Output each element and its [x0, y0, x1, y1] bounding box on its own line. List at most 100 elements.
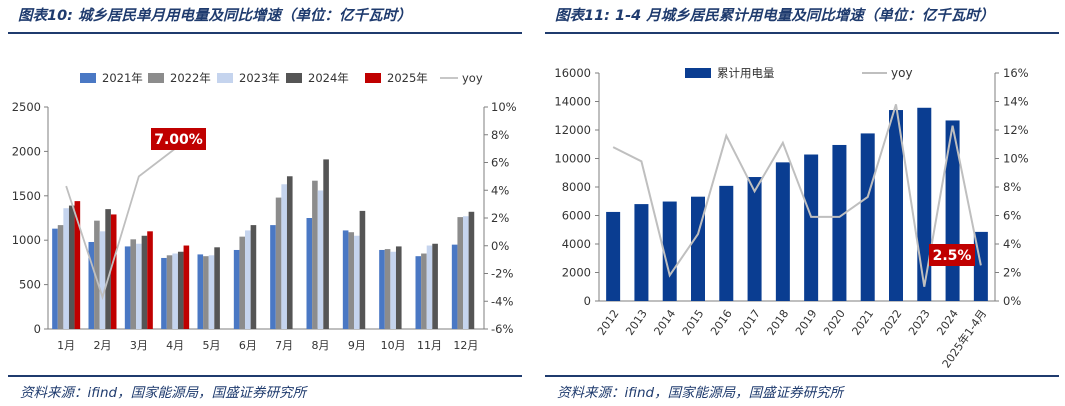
source-rule: [8, 375, 522, 377]
annotation-box: [929, 244, 975, 266]
legend-label: yoy: [891, 66, 913, 80]
source-note: 资料来源：ifind，国家能源局，国盛证券研究所: [557, 385, 844, 401]
legend-label: 2021年: [102, 71, 143, 85]
y2-tick-label: 10%: [1003, 152, 1029, 166]
bar: [52, 228, 58, 329]
bar: [306, 218, 313, 329]
y2-tick-label: 6%: [1003, 209, 1021, 223]
bar: [662, 201, 677, 301]
y2-tick-label: 0%: [1003, 294, 1021, 308]
bar: [130, 239, 137, 329]
bar: [451, 244, 458, 329]
title-rule: [545, 32, 1059, 34]
bar: [281, 184, 287, 329]
annotation-label: 7.00%: [154, 132, 203, 148]
x-tick-label: 5月: [203, 339, 221, 352]
chart-title: 图表11: 1-4 月城乡居民累计用电量及同比增速（单位：亿千瓦时）: [555, 8, 995, 24]
annotation-label: 2.5%: [933, 248, 972, 264]
bar: [415, 256, 422, 329]
bar: [110, 214, 117, 329]
bar: [354, 235, 360, 329]
x-tick-label: 10月: [381, 339, 406, 352]
title-rule: [8, 32, 522, 34]
bar: [606, 211, 621, 301]
annotation-box: [151, 128, 206, 150]
bar: [68, 205, 75, 329]
y2-tick-label: 4%: [1003, 237, 1021, 251]
bar: [342, 230, 349, 329]
y2-tick-label: -4%: [491, 294, 513, 308]
bar: [183, 245, 190, 329]
y-tick-label: 8000: [562, 180, 591, 194]
bar: [917, 107, 932, 302]
y-tick-label: 1000: [12, 233, 41, 247]
x-tick-label: 2021: [849, 307, 876, 337]
bar: [323, 159, 329, 329]
legend-label: 2025年: [387, 71, 428, 85]
y2-tick-label: 8%: [1003, 180, 1021, 194]
bar: [177, 251, 184, 329]
bar: [63, 208, 69, 329]
bar: [88, 241, 95, 329]
legend-label: 2024年: [308, 71, 349, 85]
x-tick-label: 2014: [651, 307, 678, 337]
bar: [124, 246, 131, 329]
x-tick-label: 1月: [57, 339, 75, 352]
x-tick-label: 2012: [595, 307, 622, 337]
legend-swatch: [148, 73, 164, 83]
bar: [197, 254, 204, 329]
cumulative-consumption-chart: 0 2000 4000 6000 8000 10000 12000 14000 16000 0% 2…: [554, 66, 1029, 370]
x-tick-label: 2019: [793, 307, 820, 337]
bar: [208, 255, 215, 329]
legend-swatch: [80, 73, 96, 83]
yoy-line: [65, 147, 176, 301]
bar: [860, 133, 875, 301]
bar: [250, 225, 257, 329]
yoy-line: [612, 104, 982, 287]
bar: [74, 201, 81, 329]
x-tick-label: 2013: [623, 307, 650, 337]
bar: [359, 210, 366, 329]
y-tick-label: 14000: [554, 95, 591, 109]
bar: [105, 209, 111, 329]
bar: [426, 245, 433, 329]
bar: [457, 217, 464, 329]
y2-tick-label: 14%: [1003, 95, 1029, 109]
bar: [312, 180, 318, 329]
legend-label: 2022年: [170, 71, 211, 85]
x-tick-label: 2017: [736, 307, 763, 337]
chart-title: 图表10: 城乡居民单月用电量及同比增速（单位：亿千瓦时）: [18, 8, 412, 24]
bar: [832, 144, 847, 301]
bar: [421, 253, 427, 329]
bar: [57, 225, 64, 329]
bar: [270, 225, 276, 329]
x-tick-label: 2024: [934, 307, 961, 337]
bar: [747, 177, 762, 301]
bar: [275, 197, 282, 329]
source-rule: [545, 375, 1059, 377]
bar: [286, 176, 293, 329]
legend-swatch: [217, 73, 233, 83]
bar: [245, 230, 251, 329]
x-tick-label: 2018: [765, 307, 792, 337]
x-tick-label: 8月: [312, 339, 330, 352]
y2-tick-label: 0%: [491, 239, 509, 253]
y-tick-label: 2000: [562, 266, 591, 280]
bar: [691, 196, 705, 301]
monthly-consumption-chart: 0 500 1000 1500 2000 2500 -6% -4% -2% 0% 2% 4% 6% 8% 1…: [12, 71, 517, 352]
x-tick-label: 7月: [275, 339, 293, 352]
x-tick-label: 2022: [878, 307, 905, 337]
y2-tick-label: 6%: [491, 156, 509, 170]
x-tick-label: 6月: [239, 339, 257, 352]
bar: [141, 235, 148, 329]
legend-label: 2023年: [239, 71, 280, 85]
bar: [384, 249, 391, 329]
y2-tick-label: 4%: [491, 183, 509, 197]
y-tick-label: 12000: [554, 123, 591, 137]
y-tick-label: 1500: [12, 189, 41, 203]
bar: [239, 236, 246, 329]
bar: [214, 247, 220, 329]
bar: [166, 255, 173, 329]
y2-tick-label: 2%: [491, 211, 509, 225]
y-tick-label: 4000: [562, 237, 591, 251]
